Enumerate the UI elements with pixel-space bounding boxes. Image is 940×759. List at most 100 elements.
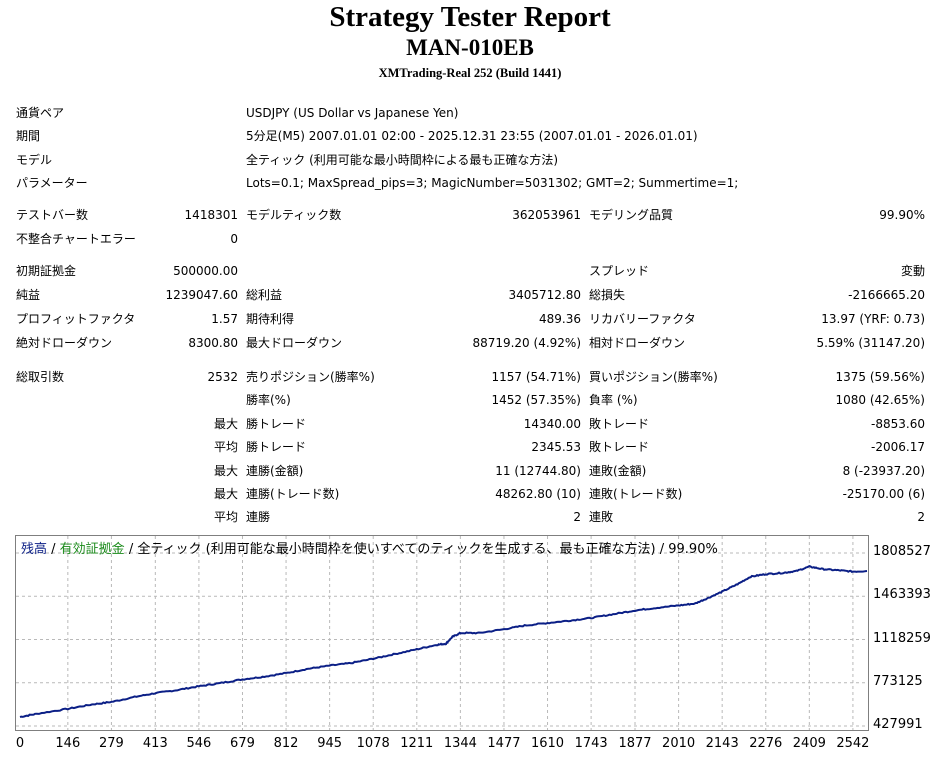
y-tick-label: 773125: [873, 673, 923, 689]
pair-label: 通貨ペア: [16, 106, 65, 120]
avg-loss-value: -2006.17: [871, 440, 925, 454]
gross-loss-value: -2166665.20: [848, 288, 925, 302]
expected-value: 489.36: [539, 312, 581, 326]
avg-label-1: 平均: [213, 440, 238, 454]
x-tick-label: 2143: [705, 736, 739, 751]
abs-dd-label: 絶対ドローダウン: [16, 336, 113, 350]
quality-label: モデリング品質: [589, 208, 674, 222]
max-label-1: 最大: [213, 417, 238, 431]
period-label: 期間: [16, 129, 41, 143]
long-value: 1375 (59.56%): [835, 370, 925, 384]
x-tick-label: 945: [317, 736, 343, 751]
balance-chart-svg: [16, 536, 868, 730]
params-value: Lots=0.1; MaxSpread_pips=3; MagicNumber=…: [246, 176, 739, 190]
spread-value: 変動: [900, 264, 925, 278]
pair-value: USDJPY (US Dollar vs Japanese Yen): [246, 106, 459, 120]
abs-dd-value: 8300.80: [188, 336, 238, 350]
short-label: 売りポジション(勝率%): [246, 370, 375, 384]
cons-win-trades-value: 48262.80 (10): [495, 487, 581, 501]
net-label: 純益: [16, 288, 41, 302]
avg-win-label: 勝トレード: [246, 440, 307, 454]
max-dd-label: 最大ドローダウン: [246, 336, 343, 350]
x-tick-label: 279: [98, 736, 124, 751]
bars-value: 1418301: [184, 208, 238, 222]
x-tick-label: 1877: [618, 736, 652, 751]
avg-cons-loss-label: 連敗: [589, 510, 614, 524]
report-title: Strategy Tester Report: [329, 1, 611, 33]
x-tick-label: 0: [15, 736, 25, 751]
cons-win-trades-label: 連勝(トレード数): [246, 487, 340, 501]
loss-rate-label: 負率 (%): [589, 393, 638, 407]
balance-line: [19, 565, 868, 718]
y-tick-label: 1118259: [873, 630, 931, 646]
recovery-value: 13.97 (YRF: 0.73): [821, 312, 925, 326]
gross-loss-label: 総損失: [589, 288, 626, 302]
x-tick-label: 2276: [749, 736, 783, 751]
model-value: 全ティック (利用可能な最小時間枠による最も正確な方法): [246, 153, 559, 167]
deposit-label: 初期証拠金: [16, 264, 77, 278]
max-label-2: 最大: [213, 464, 238, 478]
gross-profit-value: 3405712.80: [508, 288, 581, 302]
ticks-value: 362053961: [512, 208, 581, 222]
avg-cons-win-label: 連勝: [246, 510, 271, 524]
legend-equity: 有効証拠金: [59, 542, 125, 557]
cons-loss-money-label: 連敗(金額): [589, 464, 647, 478]
cons-loss-money-value: 8 (-23937.20): [842, 464, 925, 478]
x-tick-label: 1610: [530, 736, 565, 751]
max-label-3: 最大: [213, 487, 238, 501]
y-tick-label: 1808527: [873, 544, 931, 559]
max-win-value: 14340.00: [523, 417, 581, 431]
server-build: XMTrading-Real 252 (Build 1441): [378, 66, 562, 80]
mismatch-value: 0: [230, 232, 238, 246]
legend-rest: / 全ティック (利用可能な最小時間枠を使いすべてのティックを生成する、最も正確…: [124, 542, 718, 557]
quality-value: 99.90%: [879, 208, 925, 222]
deposit-value: 500000.00: [173, 264, 238, 278]
avg-loss-label: 敗トレード: [589, 440, 650, 454]
expected-label: 期待利得: [246, 312, 295, 326]
win-rate-label: 勝率(%): [246, 393, 291, 407]
x-tick-label: 812: [273, 736, 299, 751]
ticks-label: モデルティック数: [246, 208, 342, 222]
x-tick-label: 413: [142, 736, 168, 751]
cons-win-money-label: 連勝(金額): [246, 464, 304, 478]
cons-loss-trades-label: 連敗(トレード数): [589, 487, 683, 501]
rel-dd-label: 相対ドローダウン: [589, 336, 686, 350]
x-tick-label: 2542: [836, 736, 870, 751]
avg-label-2: 平均: [213, 510, 238, 524]
total-trades-value: 2532: [207, 370, 238, 384]
avg-cons-loss-value: 2: [917, 510, 925, 524]
win-rate-value: 1452 (57.35%): [491, 393, 581, 407]
net-value: 1239047.60: [165, 288, 238, 302]
y-tick-label: 427991: [873, 717, 923, 732]
pf-value: 1.57: [211, 312, 238, 326]
x-tick-label: 1078: [356, 736, 390, 751]
x-tick-label: 2409: [792, 736, 826, 751]
spread-label: スプレッド: [589, 264, 650, 278]
balance-chart: [15, 535, 869, 731]
params-label: パラメーター: [16, 176, 88, 190]
avg-cons-win-value: 2: [573, 510, 581, 524]
cons-loss-trades-value: -25170.00 (6): [842, 487, 925, 501]
cons-win-money-value: 11 (12744.80): [495, 464, 581, 478]
x-tick-label: 146: [55, 736, 81, 751]
mismatch-label: 不整合チャートエラー: [16, 232, 136, 246]
max-dd-value: 88719.20 (4.92%): [472, 336, 581, 350]
max-loss-value: -8853.60: [871, 417, 925, 431]
period-value: 5分足(M5) 2007.01.01 02:00 - 2025.12.31 23…: [246, 129, 698, 143]
loss-rate-value: 1080 (42.65%): [835, 393, 925, 407]
x-tick-label: 1344: [443, 736, 477, 751]
ea-name: MAN-010EB: [406, 35, 534, 60]
recovery-label: リカバリーファクタ: [589, 312, 696, 326]
chart-legend: 残高 / 有効証拠金 / 全ティック (利用可能な最小時間枠を使いすべてのティッ…: [21, 538, 718, 557]
x-tick-label: 679: [230, 736, 255, 751]
legend-sep: /: [47, 542, 60, 557]
bars-label: テストバー数: [16, 208, 89, 222]
x-tick-label: 546: [186, 736, 212, 751]
x-tick-label: 2010: [662, 736, 696, 751]
y-tick-label: 1463393: [873, 587, 931, 603]
pf-label: プロフィットファクタ: [16, 312, 136, 326]
max-win-label: 勝トレード: [246, 417, 307, 431]
avg-win-value: 2345.53: [531, 440, 581, 454]
gross-profit-label: 総利益: [246, 288, 283, 302]
x-tick-label: 1743: [574, 736, 608, 751]
